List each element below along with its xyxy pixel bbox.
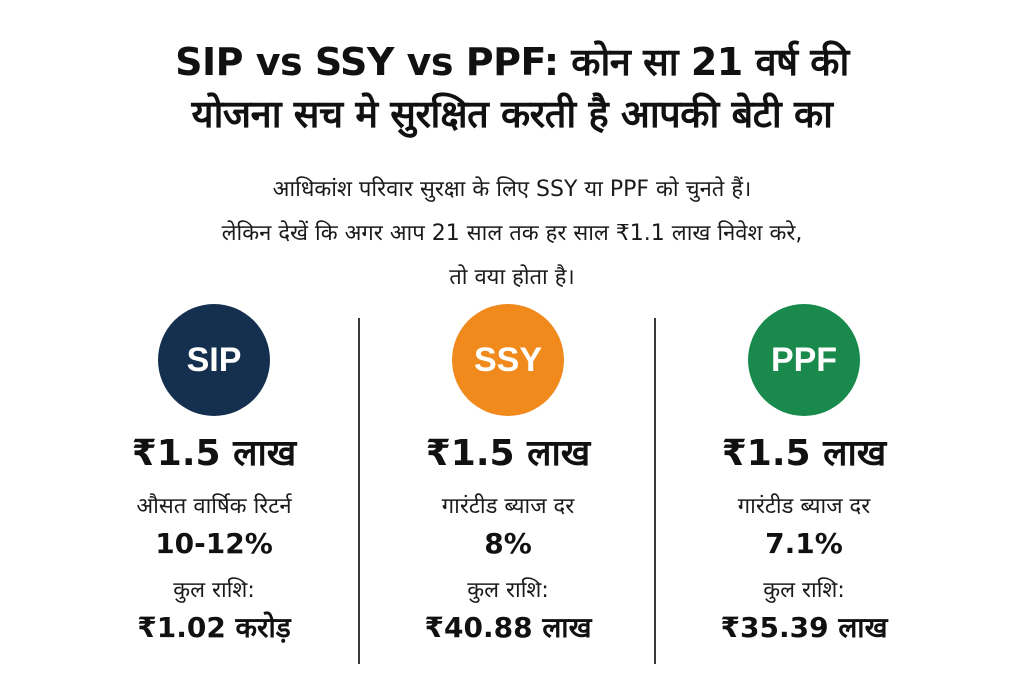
plan-total-value: ₹40.88 लाख — [424, 611, 592, 644]
plan-total-label: कुल राशि: — [763, 578, 845, 603]
plan-badge-ssy: SSY — [452, 304, 564, 416]
plan-badge-sip: SIP — [158, 304, 270, 416]
plan-total-label: कुल राशि: — [173, 578, 255, 603]
page-title: SIP vs SSY vs PPF: कोन सा 21 वर्ष की योज… — [0, 36, 1024, 140]
plan-rate: 8% — [484, 527, 532, 560]
subtitle-line-3: तो वया होता है। — [449, 265, 575, 290]
plan-badge-label: SIP — [186, 340, 242, 379]
plan-total-value: ₹1.02 करोड़ — [137, 611, 291, 644]
plan-rate-label: औसत वार्षिक रिटर्न — [136, 494, 292, 519]
plan-total-label: कुल राशि: — [467, 578, 549, 603]
plan-amount: ₹1.5 लाख — [131, 433, 297, 474]
plan-rate: 10-12% — [155, 527, 273, 560]
plan-badge-label: PPF — [770, 340, 838, 379]
plan-amount: ₹1.5 लाख — [425, 433, 591, 474]
page-subtitle: आधिकांश परिवार सुरक्षा के लिए SSY या PPF… — [0, 168, 1024, 300]
title-line-2: योजना सच मे सुरक्षित करती है आपकी बेटी क… — [191, 92, 833, 136]
plan-total-value: ₹35.39 लाख — [720, 611, 888, 644]
plan-column-ssy: SSY ₹1.5 लाख गारंटीड ब्याज दर 8% कुल राश… — [358, 302, 658, 648]
plan-column-ppf: PPF ₹1.5 लाख गारंटीड ब्याज दर 7.1% कुल र… — [654, 302, 954, 648]
plan-rate: 7.1% — [765, 527, 843, 560]
subtitle-line-1: आधिकांश परिवार सुरक्षा के लिए SSY या PPF… — [272, 177, 752, 202]
plan-badge-ppf: PPF — [748, 304, 860, 416]
column-divider — [358, 318, 360, 664]
plan-rate-label: गारंटीड ब्याज दर — [737, 494, 871, 519]
subtitle-line-2: लेकिन देखें कि अगर आप 21 साल तक हर साल ₹… — [221, 221, 803, 246]
plan-badge-label: SSY — [473, 340, 543, 379]
plan-rate-label: गारंटीड ब्याज दर — [441, 494, 575, 519]
title-line-1: SIP vs SSY vs PPF: कोन सा 21 वर्ष की — [175, 40, 849, 84]
column-divider — [654, 318, 656, 664]
plan-column-sip: SIP ₹1.5 लाख औसत वार्षिक रिटर्न 10-12% क… — [64, 302, 364, 648]
plan-amount: ₹1.5 लाख — [721, 433, 887, 474]
